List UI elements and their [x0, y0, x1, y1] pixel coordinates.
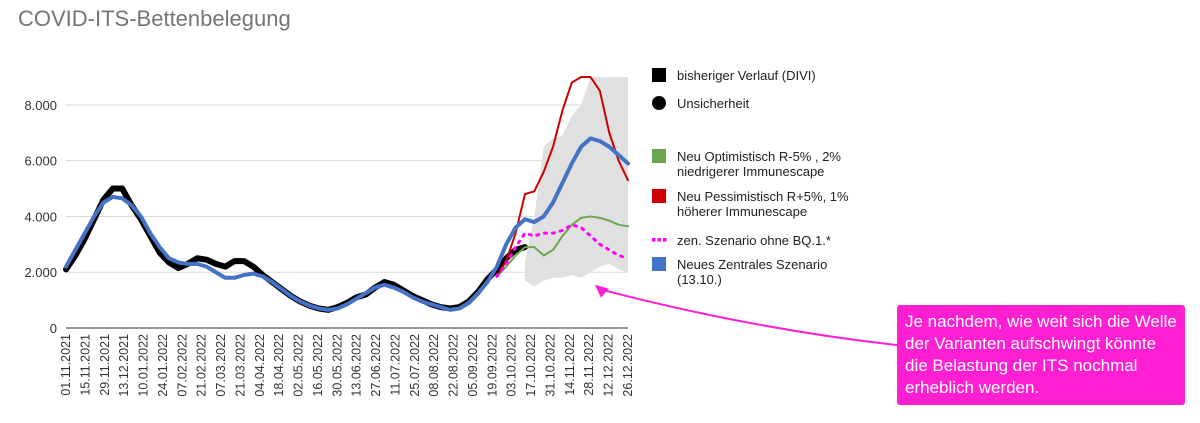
- legend-marker: [652, 96, 666, 110]
- legend-label: Unsicherheit: [677, 96, 750, 111]
- x-tick-label: 07.03.2022: [214, 334, 228, 397]
- annotation-callout: Je nachdem, wie weit sich die Welle der …: [897, 305, 1185, 405]
- x-tick-label: 18.04.2022: [272, 334, 286, 397]
- legend-label: Neu Optimistisch R-5% , 2%: [677, 149, 841, 164]
- x-tick-label: 02.05.2022: [292, 334, 306, 397]
- x-tick-label: 11.07.2022: [388, 334, 402, 396]
- annotation-arrow-head: [594, 284, 609, 298]
- x-tick-label: 25.07.2022: [408, 334, 422, 397]
- x-tick-label: 17.10.2022: [524, 334, 538, 397]
- uncertainty-band: [524, 77, 628, 287]
- legend-label: niedrigerer Immunescape: [677, 164, 824, 179]
- x-tick-label: 01.11.2021: [59, 334, 73, 396]
- x-tick-label: 07.02.2022: [175, 334, 189, 397]
- x-tick-label: 29.11.2021: [98, 334, 112, 396]
- uncertainty-area: [524, 77, 628, 287]
- legend-marker: [652, 149, 666, 163]
- annotation-arrow-line: [598, 287, 898, 346]
- legend-marker: [652, 257, 666, 271]
- x-tick-label: 04.04.2022: [253, 334, 267, 397]
- y-tick-label: 6.000: [24, 154, 57, 169]
- series-line-4: [64, 136, 630, 312]
- x-tick-label: 16.05.2022: [311, 334, 325, 397]
- legend: bisheriger Verlauf (DIVI) Unsicherheit Neu…: [652, 68, 849, 287]
- legend-label: Neu Pessimistisch R+5%, 1%: [677, 189, 849, 204]
- x-tick-label: 27.06.2022: [369, 334, 383, 397]
- series-line-3: [495, 223, 630, 278]
- legend-label: Neues Zentrales Szenario: [677, 257, 827, 272]
- x-tick-label: 12.12.2022: [602, 334, 616, 397]
- x-tick-label: 30.05.2022: [330, 334, 344, 397]
- series-line-1: [495, 215, 629, 278]
- series-lines: [63, 76, 630, 313]
- legend-marker: [652, 68, 666, 82]
- legend-label: bisheriger Verlauf (DIVI): [677, 68, 816, 83]
- x-tick-label: 10.01.2022: [137, 334, 151, 397]
- x-tick-label: 22.08.2022: [447, 334, 461, 397]
- x-tick-label: 15.11.2021: [78, 334, 92, 396]
- x-tick-label: 28.11.2022: [582, 334, 596, 396]
- y-axis-ticks: 0 2.000 4.000 6.000 8.000: [24, 98, 57, 336]
- y-tick-label: 2.000: [24, 265, 57, 280]
- x-tick-label: 13.06.2022: [350, 334, 364, 397]
- legend-marker: [652, 189, 666, 203]
- x-tick-label: 05.09.2022: [466, 334, 480, 397]
- legend-label: (13.10.): [677, 272, 722, 287]
- x-axis-ticks: 01.11.2021 15.11.2021 29.11.2021 13.12.2021…: [59, 334, 635, 397]
- x-tick-label: 26.12.2022: [621, 334, 635, 397]
- x-tick-label: 21.02.2022: [195, 334, 209, 397]
- x-tick-label: 13.12.2021: [117, 334, 131, 397]
- annotation-arrow: [594, 284, 898, 346]
- legend-marker: [652, 238, 656, 242]
- legend-label: höherer Immunescape: [677, 204, 807, 219]
- x-tick-label: 24.01.2022: [156, 334, 170, 397]
- legend-marker: [663, 238, 667, 242]
- series-line-2: [495, 76, 629, 278]
- y-tick-label: 8.000: [24, 98, 57, 113]
- x-tick-label: 31.10.2022: [543, 334, 557, 397]
- x-tick-label: 19.09.2022: [485, 334, 499, 397]
- y-tick-label: 4.000: [24, 209, 57, 224]
- x-tick-label: 03.10.2022: [505, 334, 519, 397]
- x-tick-label: 21.03.2022: [233, 334, 247, 397]
- legend-label: zen. Szenario ohne BQ.1.*: [677, 233, 831, 248]
- x-tick-label: 08.08.2022: [427, 334, 441, 397]
- x-tick-label: 14.11.2022: [563, 334, 577, 396]
- legend-marker: [657, 238, 661, 242]
- chart-title: COVID-ITS-Bettenbelegung: [18, 6, 291, 31]
- y-tick-label: 0: [50, 321, 57, 336]
